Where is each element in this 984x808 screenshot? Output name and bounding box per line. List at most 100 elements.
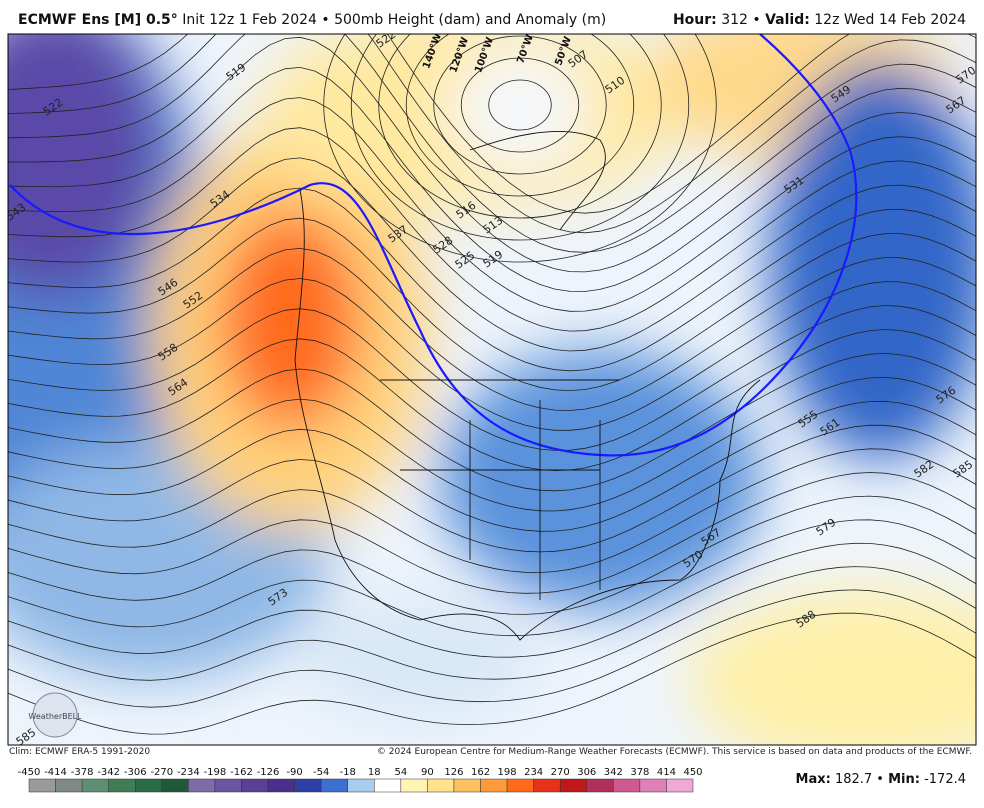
colorbar-tick-label: -306 xyxy=(124,767,147,778)
min: -172.4 xyxy=(919,772,966,787)
contour-ring xyxy=(378,34,662,219)
colorbar-swatch xyxy=(480,778,508,793)
copyright: © 2024 European Centre for Medium-Range … xyxy=(376,747,972,757)
colorbar-tick-label: -378 xyxy=(71,767,94,778)
colorbar-swatch xyxy=(613,778,641,793)
colorbar-swatch xyxy=(400,778,428,793)
contour-line xyxy=(8,305,976,451)
contour-line xyxy=(8,247,976,411)
model: ECMWF Ens [M] 0.5° xyxy=(18,12,178,28)
logo-mark xyxy=(32,692,78,738)
description: Init 12z 1 Feb 2024 • 500mb Height (dam)… xyxy=(177,12,607,28)
colorbar-swatch xyxy=(188,778,216,793)
valid-label: Valid: xyxy=(765,12,810,28)
max-min: Max: 182.7 • Min: -172.4 xyxy=(796,772,966,787)
contour-line xyxy=(8,127,976,332)
height-contours xyxy=(8,34,976,735)
contour-line xyxy=(8,519,976,637)
colorbar-tick-label: 54 xyxy=(394,767,407,778)
max-label: Max: xyxy=(795,772,831,787)
colorbar-swatch xyxy=(28,778,56,793)
colorbar-swatch xyxy=(347,778,375,793)
min-label: Min: xyxy=(888,772,920,787)
colorbar-tick-label: -234 xyxy=(177,767,200,778)
colorbar-swatch xyxy=(267,778,295,793)
hour-label: Hour: xyxy=(672,12,717,28)
valid: 12z Wed 14 Feb 2024 xyxy=(809,12,966,28)
contour-line xyxy=(8,66,976,292)
contour-line xyxy=(8,36,976,273)
colorbar-swatch xyxy=(427,778,455,793)
colorbar-tick-label: 450 xyxy=(683,767,702,778)
contour-line xyxy=(8,612,976,735)
contour-line xyxy=(8,589,976,708)
contour-line xyxy=(8,329,976,472)
colorbar-swatch xyxy=(320,778,348,793)
colorbar-swatch xyxy=(161,778,189,793)
map-frame xyxy=(7,33,977,746)
colorbar-tick-label: 342 xyxy=(604,767,623,778)
colorbar-tick-label: 270 xyxy=(551,767,570,778)
contour-line xyxy=(8,542,976,658)
header-left: ECMWF Ens [M] 0.5° Init 12z 1 Feb 2024 •… xyxy=(18,12,606,28)
colorbar-swatch xyxy=(533,778,561,793)
colorbar-swatch xyxy=(134,778,163,793)
colorbar-tick-label: 414 xyxy=(657,767,676,778)
contour-540 xyxy=(9,34,858,457)
colorbar-tick-label: -450 xyxy=(18,767,41,778)
colorbar-tick-label: 234 xyxy=(524,767,543,778)
colorbar-swatch xyxy=(294,778,322,793)
contour-line xyxy=(8,157,976,352)
contour-line xyxy=(8,472,976,594)
colorbar-swatch xyxy=(241,778,269,793)
colorbar-swatch xyxy=(559,778,588,793)
contour-ring xyxy=(488,79,552,131)
colorbar-tick-label: -342 xyxy=(97,767,120,778)
contour-ring xyxy=(460,57,580,153)
colorbar-swatch xyxy=(666,778,694,793)
contour-line xyxy=(8,566,976,681)
hour: 312 • xyxy=(716,12,766,28)
contour-ring xyxy=(433,35,607,175)
contour-line xyxy=(8,97,976,312)
contour-line xyxy=(8,217,976,392)
contour-ring xyxy=(350,34,690,241)
colorbar-tick-label: 306 xyxy=(577,767,596,778)
colorbar-tick-label: 162 xyxy=(471,767,490,778)
colorbar-swatch xyxy=(586,778,614,793)
max: 182.7 • xyxy=(830,772,889,787)
colorbar-swatch xyxy=(214,778,242,793)
contour-line xyxy=(8,448,976,573)
colorbar-tick-label: 126 xyxy=(444,767,463,778)
colorbar-tick-label: -18 xyxy=(340,767,356,778)
colorbar-tick-label: -162 xyxy=(230,767,253,778)
colorbar-swatch xyxy=(506,778,534,793)
colorbar-tick-label: -54 xyxy=(313,767,329,778)
logo: WeatherBELL xyxy=(28,712,82,721)
colorbar-swatch xyxy=(55,778,83,793)
contour-line xyxy=(8,34,976,214)
contour-line xyxy=(8,400,976,532)
colorbar-tick-label: 378 xyxy=(630,767,649,778)
contour-line xyxy=(8,352,976,492)
colorbar-tick-label: -414 xyxy=(44,767,67,778)
colorbar-tick-label: 198 xyxy=(498,767,517,778)
colorbar: -450 -414 -378 -342 -306 -270 -234 -198 -162 -126… xyxy=(18,767,703,793)
colorbar-swatch xyxy=(639,778,667,793)
anomaly-field xyxy=(8,34,976,745)
colorbar-tick-label: -198 xyxy=(204,767,227,778)
colorbar-tick-label: 90 xyxy=(421,767,434,778)
colorbar-tick-label: -270 xyxy=(150,767,173,778)
contour-line xyxy=(8,376,976,512)
colorbar-tick-label: -126 xyxy=(257,767,280,778)
contour-line xyxy=(8,34,976,234)
colorbar-swatch xyxy=(81,778,109,793)
contour-ring xyxy=(405,34,635,197)
climo: Clim: ECMWF ERA-5 1991-2020 xyxy=(9,747,151,757)
coastlines xyxy=(294,131,761,641)
colorbar-swatch xyxy=(374,778,402,793)
contour-line xyxy=(8,424,976,553)
